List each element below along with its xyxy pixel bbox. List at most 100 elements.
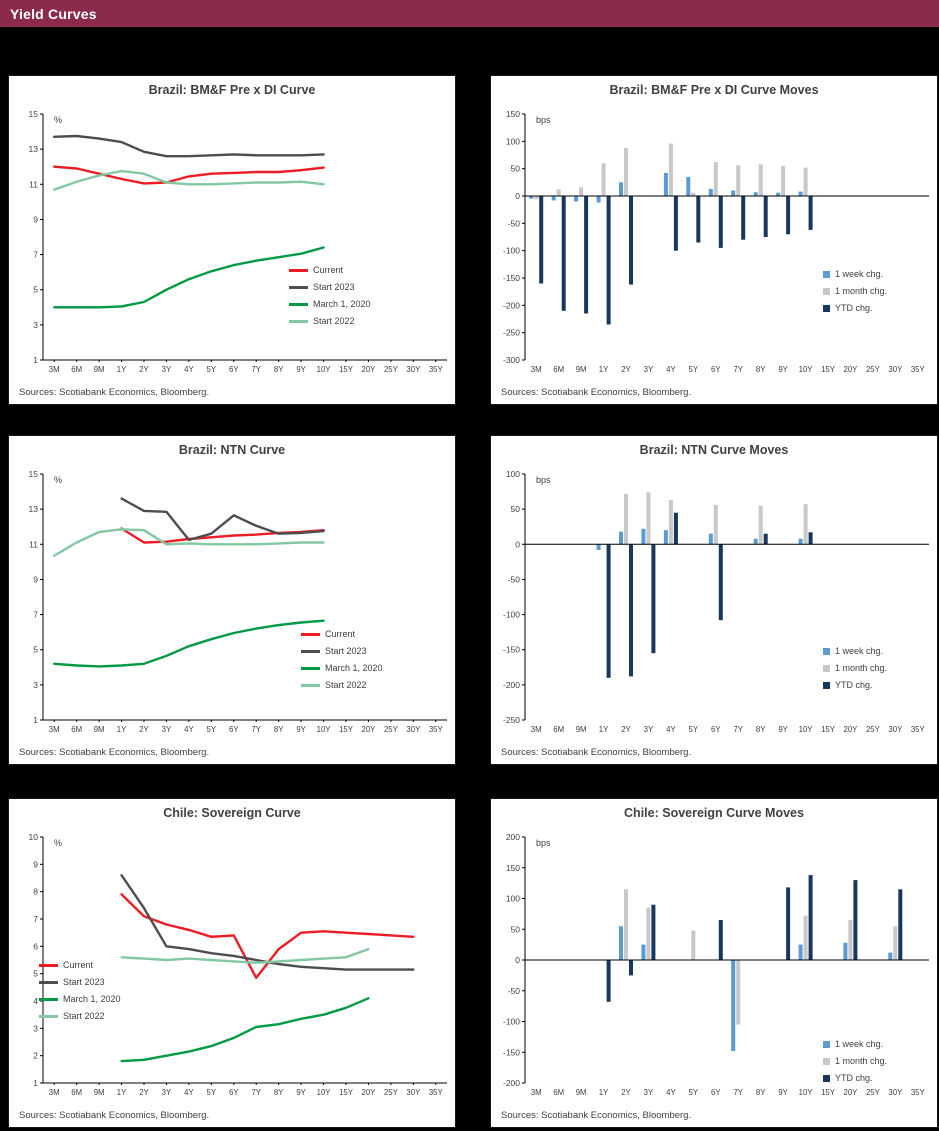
y-tick-label: -100 [503,246,520,256]
y-axis-unit-label: % [54,115,62,125]
bar-series-week [529,196,534,199]
bar-series-month [736,165,741,196]
x-tick-label: 15Y [339,365,354,374]
x-tick-label: 4Y [184,365,194,374]
y-tick-label: -250 [503,715,520,725]
y-tick-label: 13 [29,504,39,514]
y-tick-label: -200 [503,1078,520,1088]
sources-note: Sources: Scotiabank Economics, Bloomberg… [19,747,210,758]
y-tick-label: 7 [33,914,38,924]
bar-series-week [663,530,668,545]
x-tick-label: 5Y [689,365,699,374]
bar-series-month [893,926,898,960]
y-tick-label: 3 [33,1023,38,1033]
legend-label: 1 week chg. [835,1039,884,1049]
chart-panel-brazil-bmf-curve: Brazil: BM&F Pre x DI Curve 15 13 11 9 7 5 3 1%… [8,75,456,405]
y-axis-unit-label: % [54,838,62,848]
line-series-start_2023 [120,497,325,542]
legend-item: Start 2022 [39,1008,121,1025]
x-tick-label: 30Y [406,1088,421,1097]
bar-series-month [624,493,628,545]
legend-swatch-week [823,1041,830,1048]
x-tick-label: 3M [49,725,60,734]
bar-series-ytd [629,196,633,285]
y-axis-unit-label: % [54,475,62,485]
legend-item: March 1, 2020 [39,991,121,1008]
bar-series-month [736,960,741,1025]
x-tick-label: 20Y [362,365,377,374]
y-tick-label: 3 [33,680,38,690]
y-tick-label: -50 [508,986,521,996]
chart-canvas: 150 100 50 0 -50 -100 -150 -200 -250 -300 bps 3M 6M 9… [503,109,929,374]
legend-swatch-start_2022 [301,684,320,687]
legend: 1 week chg. 1 month chg. YTD chg. [823,266,887,317]
x-tick-label: 7Y [733,725,743,734]
x-tick-label: 7Y [251,365,261,374]
line-series-march_2020 [120,997,370,1063]
line-series-current [53,165,325,185]
chart-title: Brazil: BM&F Pre x DI Curve Moves [609,83,819,97]
x-tick-label: 6M [553,1088,564,1097]
bar-series-month [781,165,786,196]
bar-series-ytd [696,196,701,243]
x-tick-label: 15Y [339,1088,354,1097]
sources-note: Sources: Scotiabank Economics, Bloomberg… [19,387,210,398]
legend-item: 1 week chg. [823,1036,887,1053]
y-tick-label: -100 [503,1017,520,1027]
legend-swatch-start_2023 [289,286,308,289]
chart-panel-brazil-ntn-curve-moves: Brazil: NTN Curve Moves 100 50 0 -50 -100 -15… [490,435,938,765]
x-tick-label: 25Y [866,365,881,374]
bar-series-week [753,192,758,196]
x-tick-label: 8Y [756,725,766,734]
bar-series-week [686,176,691,196]
bar-series-week [619,531,623,545]
y-tick-label: 9 [33,574,38,584]
x-tick-label: 2Y [139,1088,149,1097]
x-tick-label: 35Y [911,725,926,734]
y-tick-label: 1 [33,1078,38,1088]
bar-series-week [798,191,803,196]
legend-label: 1 month chg. [835,663,888,673]
x-tick-label: 9Y [296,365,306,374]
legend-label: Start 2022 [313,316,355,326]
y-tick-label: 15 [29,469,39,479]
chart-panel-brazil-bmf-curve-moves: Brazil: BM&F Pre x DI Curve Moves 150 100… [490,75,938,405]
bar-series-ytd [853,880,858,960]
legend-label: Start 2023 [63,977,105,987]
y-axis-unit-label: bps [536,475,551,485]
bar-series-ytd [718,544,723,621]
y-tick-label: 13 [29,144,39,154]
y-tick-label: 10 [29,832,39,842]
y-tick-label: 11 [29,539,38,549]
x-tick-label: 20Y [362,1088,377,1097]
x-tick-label: 6Y [229,1088,239,1097]
x-tick-label: 35Y [429,725,444,734]
x-tick-label: 4Y [666,1088,676,1097]
chart-panel-brazil-ntn-curve: Brazil: NTN Curve 15 13 11 9 7 5 3 1% 3M 6M 9M 1Y 2Y… [8,435,456,765]
x-tick-label: 3Y [162,1088,172,1097]
x-tick-label: 1Y [599,365,609,374]
legend-swatch-month [823,1058,830,1065]
x-tick-label: 5Y [207,725,217,734]
bar-series-week [641,528,646,545]
page-title: Yield Curves [10,5,97,22]
legend-label: March 1, 2020 [325,663,383,673]
bar-series-ytd [584,196,589,314]
legend-swatch-month [823,288,830,295]
x-tick-label: 9Y [778,365,788,374]
x-tick-label: 15Y [821,365,836,374]
x-tick-label: 35Y [911,365,926,374]
x-tick-label: 1Y [117,365,127,374]
x-tick-label: 30Y [888,1088,903,1097]
x-tick-label: 3M [49,365,60,374]
x-tick-label: 3Y [162,365,172,374]
x-tick-label: 7Y [733,365,743,374]
x-tick-label: 10Y [317,725,332,734]
x-tick-label: 30Y [406,365,421,374]
y-tick-label: -250 [503,328,520,338]
bar-series-week [708,533,713,545]
legend-item: Start 2022 [301,677,383,694]
x-tick-label: 30Y [888,725,903,734]
x-tick-label: 1Y [599,725,609,734]
legend-item: Current [39,957,121,974]
